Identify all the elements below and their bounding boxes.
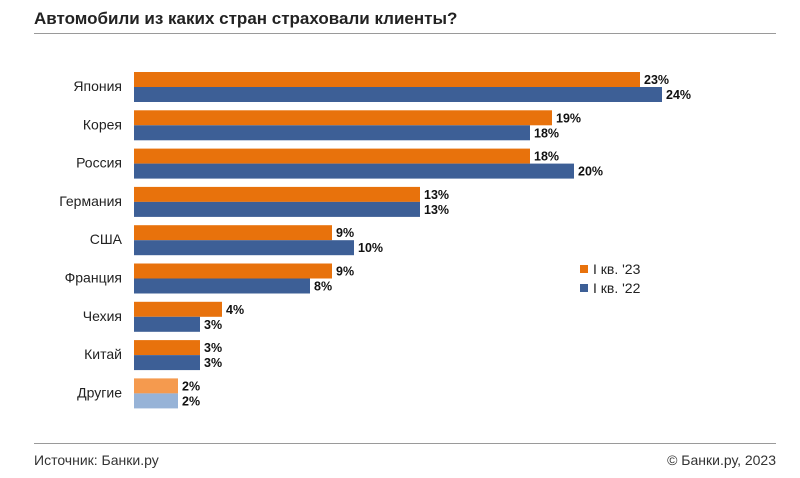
- bar-2023: [134, 72, 640, 87]
- value-label: 19%: [556, 111, 581, 125]
- category-label: США: [90, 231, 123, 247]
- value-label: 18%: [534, 126, 559, 140]
- bar-2023: [134, 225, 332, 241]
- value-label: 4%: [226, 303, 244, 317]
- legend-label-2022: I кв. '22: [593, 279, 641, 296]
- top-divider: [34, 33, 776, 34]
- legend-item-2022: I кв. '22: [580, 278, 640, 297]
- bar-2023: [134, 110, 552, 126]
- value-label: 2%: [182, 394, 200, 408]
- bar-2023: [134, 263, 332, 279]
- bottom-divider: [34, 443, 776, 444]
- bar-2022: [134, 316, 200, 332]
- bar-2022: [134, 125, 530, 141]
- bar-2023: [134, 301, 222, 317]
- value-label: 10%: [358, 241, 383, 255]
- value-label: 9%: [336, 265, 354, 279]
- value-label: 3%: [204, 318, 222, 332]
- category-label: Германия: [59, 193, 122, 209]
- bar-2022: [134, 393, 178, 409]
- value-label: 20%: [578, 165, 603, 179]
- bar-2023: [134, 148, 530, 164]
- value-label: 2%: [182, 379, 200, 393]
- copyright-note: © Банки.ру, 2023: [667, 452, 776, 468]
- chart-title: Автомобили из каких стран страховали кли…: [34, 9, 458, 28]
- category-label: Другие: [77, 384, 122, 400]
- value-label: 23%: [644, 73, 669, 87]
- value-label: 8%: [314, 280, 332, 294]
- source-note: Источник: Банки.ру: [34, 452, 159, 468]
- category-label: Япония: [73, 78, 122, 94]
- category-label: Россия: [76, 155, 122, 171]
- bar-2022: [134, 87, 662, 102]
- legend-swatch-2023: [580, 264, 588, 273]
- category-label: Чехия: [83, 308, 122, 324]
- chart-legend: I кв. '23 I кв. '22: [580, 259, 640, 297]
- category-label: Франция: [65, 270, 122, 286]
- bar-2023: [134, 186, 420, 202]
- value-label: 13%: [424, 203, 449, 217]
- bar-2023: [134, 378, 178, 394]
- legend-swatch-2022: [580, 283, 588, 292]
- category-label: Китай: [84, 346, 122, 362]
- bar-2022: [134, 201, 420, 217]
- value-label: 24%: [666, 88, 691, 102]
- value-label: 13%: [424, 188, 449, 202]
- bar-2023: [134, 340, 200, 356]
- bar-2022: [134, 163, 574, 179]
- legend-label-2023: I кв. '23: [593, 260, 641, 277]
- value-label: 3%: [204, 341, 222, 355]
- bar-2022: [134, 240, 354, 256]
- value-label: 3%: [204, 356, 222, 370]
- legend-item-2023: I кв. '23: [580, 259, 640, 278]
- category-label: Корея: [83, 116, 122, 132]
- bar-2022: [134, 278, 310, 294]
- value-label: 18%: [534, 150, 559, 164]
- bar-2022: [134, 355, 200, 371]
- value-label: 9%: [336, 226, 354, 240]
